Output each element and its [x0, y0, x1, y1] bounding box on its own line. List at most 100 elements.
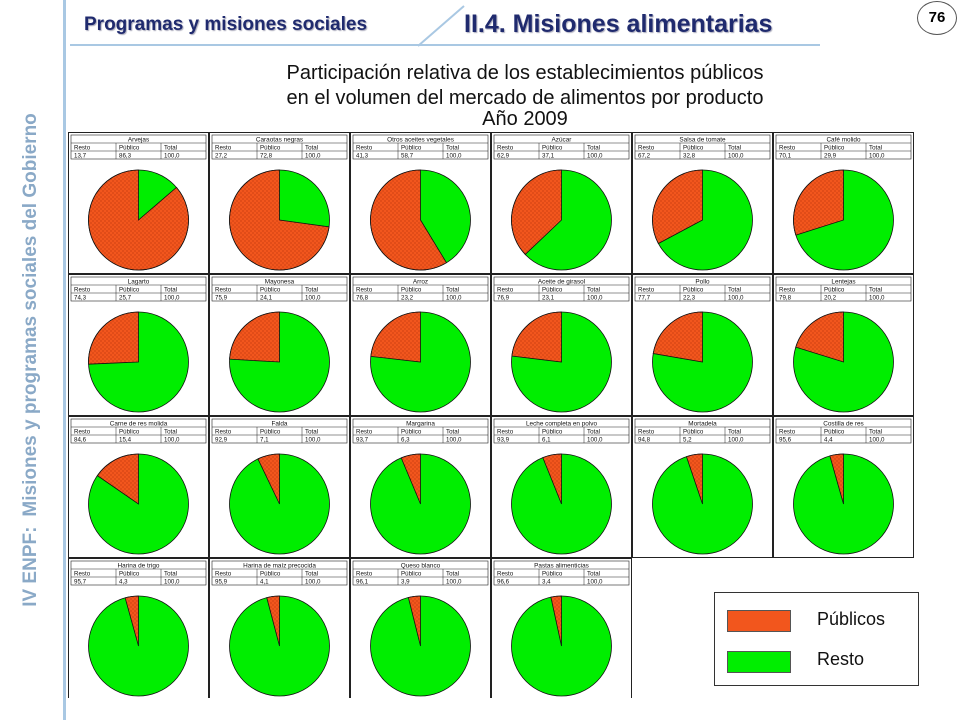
value-resto: 94,8 — [638, 437, 651, 444]
table-header-total: Total — [164, 571, 177, 578]
table-header-resto: Resto — [638, 145, 655, 152]
table-header-publico: Público — [260, 429, 281, 436]
value-total: 100,0 — [869, 437, 885, 444]
table-header-publico: Público — [542, 145, 563, 152]
pie-chart-otros-aceites-vegetales: Otros aceites vegetales Resto Público Total… — [350, 132, 491, 274]
value-publico: 4,3 — [119, 579, 128, 586]
pie-charts-grid: Arvejas Resto Público Total 13,7 86,3 100,0 Car… — [68, 132, 916, 698]
pie-chart-mayonesa: Mayonesa Resto Público Total 75,9 24,1 100,0 — [209, 274, 350, 416]
value-resto: 13,7 — [74, 153, 87, 160]
pie-title: Arvejas — [128, 137, 149, 144]
pie-slice-publico — [685, 453, 703, 505]
table-header-total: Total — [446, 145, 459, 152]
table-header-publico: Público — [119, 145, 140, 152]
pie-title: Falda — [272, 421, 288, 428]
table-header-total: Total — [869, 429, 882, 436]
pie-chart-pollo: Pollo Resto Público Total 77,7 22,3 100,0 — [632, 274, 773, 416]
value-total: 100,0 — [446, 153, 462, 160]
value-total: 100,0 — [305, 295, 321, 302]
section-title: Programas y misiones sociales — [84, 14, 368, 35]
legend-label-publicos: Públicos — [817, 609, 886, 629]
legend-label-resto: Resto — [817, 649, 865, 669]
table-header-publico: Público — [260, 571, 281, 578]
value-total: 100,0 — [305, 153, 321, 160]
mini-table-frame — [70, 418, 207, 444]
legend-swatch-resto — [727, 651, 791, 673]
value-publico: 3,4 — [542, 579, 551, 586]
value-publico: 23,1 — [542, 295, 555, 302]
pie-slice-publico — [257, 453, 280, 505]
pie-slice-publico — [400, 453, 421, 505]
pie-slice-publico — [652, 311, 703, 363]
table-header-total: Total — [728, 287, 741, 294]
table-header-resto: Resto — [779, 429, 796, 436]
mini-table-frame — [634, 276, 771, 302]
value-total: 100,0 — [164, 295, 180, 302]
pie-chart-leche-completa-en-polvo: Leche completa en polvo Resto Público Total… — [491, 416, 632, 558]
mini-table-frame — [775, 134, 912, 160]
header-slash — [417, 5, 465, 47]
table-header-publico: Público — [542, 429, 563, 436]
pie-title: Pollo — [695, 279, 710, 286]
pie-slice-publico — [793, 169, 844, 236]
mini-table-frame — [211, 276, 348, 302]
value-publico: 86,3 — [119, 153, 132, 160]
value-resto: 41,3 — [356, 153, 369, 160]
table-header-publico: Público — [401, 429, 422, 436]
table-header-publico: Público — [401, 287, 422, 294]
pie-slice-publico — [829, 453, 844, 505]
value-resto: 93,9 — [497, 437, 510, 444]
pie-title: Caraotas negras — [256, 137, 303, 144]
value-publico: 4,1 — [260, 579, 269, 586]
value-resto: 70,1 — [779, 153, 792, 160]
pie-chart-pastas-alimenticias: Pastas alimenticias Resto Público Total 96,6… — [491, 558, 632, 698]
sidebar-label: IV ENPF: Misiones y programas sociales de… — [8, 10, 54, 710]
pie-charts-svg: Arvejas Resto Público Total 13,7 86,3 100,0 Car… — [68, 132, 914, 698]
pie-chart-margarina: Margarina Resto Público Total 93,7 6,3 100,0 — [350, 416, 491, 558]
value-total: 100,0 — [446, 437, 462, 444]
pie-chart-lentejas: Lentejas Resto Público Total 79,8 20,2 100,0 — [773, 274, 914, 416]
pie-chart-cafe-molido: Café molido Resto Público Total 70,1 29,9 100,… — [773, 132, 914, 274]
table-header-resto: Resto — [215, 287, 232, 294]
pie-title: Harina de trigo — [118, 563, 160, 570]
table-header-resto: Resto — [74, 145, 91, 152]
sidebar-label-prefix: IV ENPF: — [20, 526, 41, 607]
table-header-publico: Público — [542, 571, 563, 578]
table-header-publico: Público — [260, 287, 281, 294]
value-total: 100,0 — [305, 579, 321, 586]
pie-slice-publico — [124, 595, 139, 647]
value-total: 100,0 — [728, 153, 744, 160]
legend-swatch-publicos — [727, 610, 791, 632]
table-header-resto: Resto — [74, 429, 91, 436]
sidebar-divider — [63, 0, 66, 720]
value-total: 100,0 — [728, 437, 744, 444]
table-header-publico: Público — [260, 145, 281, 152]
mini-table-frame — [493, 134, 630, 160]
pie-slice-publico — [652, 169, 703, 245]
mini-table-frame — [775, 276, 912, 302]
pie-title: Leche completa en polvo — [526, 421, 598, 428]
mini-table-frame — [352, 276, 489, 302]
chart-title-line-3: Año 2009 — [482, 108, 568, 130]
pie-chart-mortadela: Mortadela Resto Público Total 94,8 5,2 100,0 — [632, 416, 773, 558]
pie-title: Mayonesa — [265, 279, 295, 286]
pie-title: Azúcar — [552, 137, 573, 144]
mini-table-frame — [775, 418, 912, 444]
value-total: 100,0 — [446, 295, 462, 302]
mini-table-frame — [352, 560, 489, 586]
table-header-total: Total — [869, 287, 882, 294]
value-publico: 32,8 — [683, 153, 696, 160]
table-header-total: Total — [869, 145, 882, 152]
table-header-total: Total — [305, 571, 318, 578]
value-resto: 76,9 — [497, 295, 510, 302]
pie-title: Carne de res molida — [110, 421, 168, 428]
value-total: 100,0 — [164, 579, 180, 586]
value-resto: 95,9 — [215, 579, 228, 586]
value-resto: 95,6 — [779, 437, 792, 444]
value-total: 100,0 — [587, 295, 603, 302]
pie-slice-publico — [266, 595, 280, 647]
pie-chart-aceite-de-girasol: Aceite de girasol Resto Público Total 76,9 23… — [491, 274, 632, 416]
table-header-total: Total — [164, 429, 177, 436]
pie-chart-falda: Falda Resto Público Total 92,9 7,1 100,0 — [209, 416, 350, 558]
table-header-publico: Público — [824, 287, 845, 294]
